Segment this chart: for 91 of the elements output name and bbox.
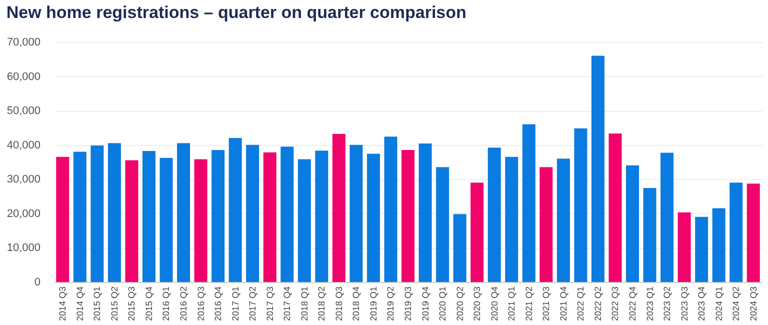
x-tick-label: 2019 Q4 [420, 286, 430, 322]
bar [556, 158, 570, 282]
x-tick-label: 2022 Q1 [576, 286, 586, 322]
x-tick-label: 2023 Q2 [662, 286, 672, 322]
y-tick-label: 50,000 [6, 105, 40, 118]
bar [540, 167, 553, 282]
bar [591, 56, 604, 282]
bar [522, 124, 536, 282]
x-tick-label: 2018 Q4 [351, 286, 362, 322]
x-tick-label: 2015 Q4 [144, 286, 154, 322]
bar [695, 216, 708, 282]
bar [108, 143, 121, 282]
x-tick-label: 2020 Q3 [472, 286, 482, 322]
chart-title: New home registrations – quarter on quarter comparison [6, 3, 466, 22]
x-tick-label: 2022 Q3 [610, 286, 620, 322]
bar [142, 151, 156, 282]
x-tick-label: 2017 Q2 [248, 286, 258, 322]
bar [125, 160, 138, 282]
bar [350, 144, 363, 282]
bar [402, 150, 414, 282]
bar [660, 152, 674, 282]
bar [332, 134, 346, 282]
x-tick-label: 2021 Q2 [524, 286, 534, 322]
x-tick-label: 2024 Q1 [714, 286, 724, 322]
bar [436, 167, 450, 282]
bar [574, 128, 588, 282]
x-tick-label: 2023 Q1 [644, 286, 655, 322]
bar [246, 144, 260, 282]
x-tick-label: 2020 Q4 [489, 286, 500, 322]
y-tick-label: 60,000 [6, 70, 40, 83]
bar [505, 156, 518, 282]
x-tick-label: 2015 Q3 [126, 286, 137, 322]
x-tick-label: 2023 Q3 [679, 286, 690, 322]
bar [160, 158, 173, 282]
x-tick-label: 2021 Q1 [506, 286, 517, 322]
x-tick-label: 2016 Q1 [161, 286, 172, 322]
bar [298, 159, 311, 282]
bar [177, 143, 190, 282]
y-tick-label: 10,000 [6, 242, 40, 254]
x-tick-label: 2019 Q2 [386, 286, 396, 322]
x-tick-label: 2018 Q2 [316, 286, 327, 322]
bar [746, 184, 760, 282]
bar [228, 138, 242, 282]
x-tick-label: 2017 Q4 [282, 286, 292, 322]
bar [56, 156, 70, 282]
x-tick-label: 2016 Q2 [178, 286, 189, 322]
x-tick-label: 2014 Q4 [74, 286, 85, 322]
x-tick-label: 2024 Q3 [748, 286, 758, 322]
x-tick-label: 2019 Q3 [403, 286, 413, 322]
y-tick-label: 30,000 [6, 174, 40, 186]
x-tick-label: 2017 Q1 [230, 286, 240, 322]
y-tick-label: 40,000 [6, 139, 40, 152]
x-tick-label: 2023 Q4 [696, 286, 707, 322]
y-tick-label: 70,000 [6, 36, 40, 48]
x-tick-label: 2020 Q1 [438, 286, 448, 322]
x-tick-label: 2017 Q3 [264, 286, 275, 322]
bar [212, 150, 225, 282]
bar [263, 152, 276, 282]
bar [626, 165, 639, 282]
bar [712, 208, 726, 282]
bar [453, 214, 466, 282]
bar [90, 146, 104, 282]
x-tick-label: 2024 Q2 [731, 286, 742, 322]
x-tick-label: 2020 Q2 [454, 286, 465, 322]
x-tick-label: 2021 Q4 [558, 286, 568, 322]
x-tick-label: 2019 Q1 [368, 286, 378, 322]
x-tick-label: 2022 Q4 [627, 286, 638, 322]
x-tick-label: 2018 Q1 [299, 286, 310, 322]
bar [643, 188, 656, 282]
bar [315, 150, 328, 282]
bar [488, 148, 501, 282]
y-tick-label: 0 [34, 276, 40, 288]
bar [384, 136, 398, 282]
bar [280, 146, 294, 282]
x-tick-label: 2021 Q3 [541, 286, 552, 322]
bar [418, 143, 432, 282]
x-tick-label: 2022 Q2 [592, 286, 603, 322]
bar [678, 212, 691, 282]
bar [730, 182, 743, 282]
bar [73, 152, 86, 282]
bar [608, 134, 622, 282]
x-tick-label: 2016 Q4 [213, 286, 224, 322]
x-tick-label: 2015 Q1 [92, 286, 102, 322]
y-tick-label: 20,000 [6, 208, 40, 220]
x-tick-label: 2018 Q3 [334, 286, 344, 322]
x-tick-label: 2015 Q2 [109, 286, 120, 322]
x-tick-label: 2016 Q3 [196, 286, 206, 322]
bar [366, 154, 380, 282]
x-tick-label: 2014 Q3 [58, 286, 68, 322]
bar [194, 159, 208, 282]
bar [470, 182, 484, 282]
